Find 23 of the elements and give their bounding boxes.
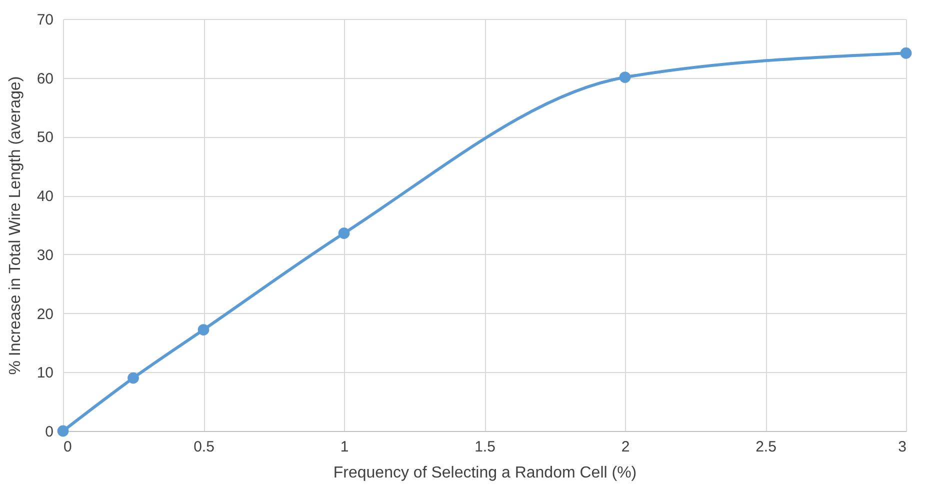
y-tick-label: 40 (36, 188, 54, 206)
y-tick-label: 60 (36, 70, 54, 88)
point (900, 47, 912, 59)
x-tick-label: 0 (64, 438, 72, 456)
y-tick-label: 30 (36, 246, 54, 264)
point (57, 425, 69, 437)
x-tick-label: 1 (340, 438, 349, 456)
y-tick-label: 20 (36, 306, 54, 323)
y-tick-label: 50 (36, 129, 54, 146)
x-tick-label: 2.5 (756, 438, 776, 456)
y-tick-label: 0 (45, 424, 54, 440)
point (198, 324, 210, 336)
x-axis-title: Frequency of Selecting a Random Cell (%) (333, 464, 637, 482)
point (338, 228, 350, 239)
x-tick-label: 2 (621, 438, 630, 456)
x-tick-label: 3 (898, 438, 906, 456)
x-tick-label: 1.5 (474, 438, 496, 456)
y-tick-label: 10 (36, 364, 54, 382)
y-axis-title: % Increase in Total Wire Length (average) (6, 76, 24, 375)
point (128, 372, 139, 384)
y-tick-label: 70 (36, 12, 54, 28)
x-tick-label: 0.5 (194, 438, 214, 456)
point (619, 72, 631, 83)
